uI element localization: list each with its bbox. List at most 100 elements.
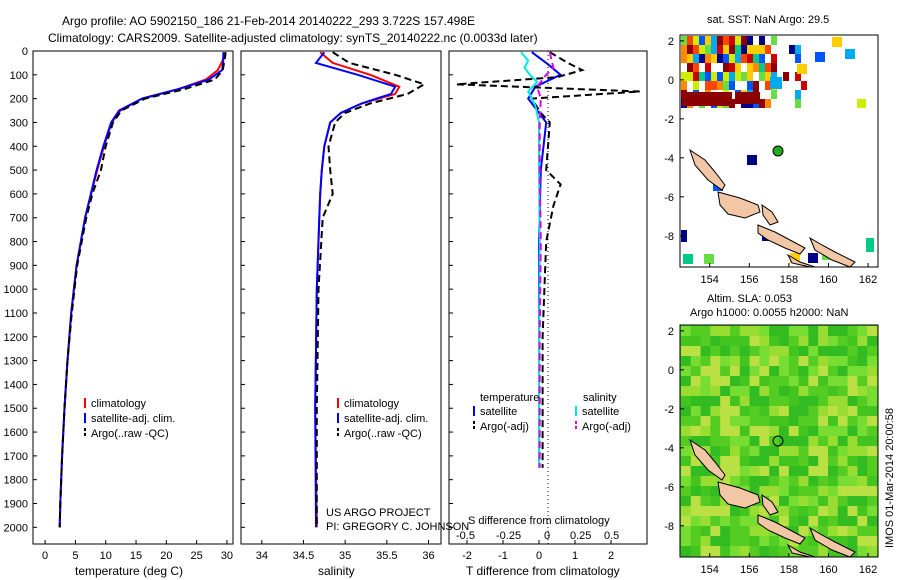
legend-climatology: climatology — [344, 398, 400, 410]
sla-cell — [681, 496, 691, 507]
sla-cell — [690, 466, 701, 477]
sla-cell — [730, 456, 740, 467]
sla-cell — [837, 476, 848, 487]
sla-cell — [788, 496, 799, 507]
sla-cell — [759, 356, 770, 367]
sst-cell — [723, 54, 729, 63]
sst-cell — [741, 36, 747, 45]
sla-cell — [690, 426, 701, 437]
sla-cell — [720, 386, 731, 397]
sla-cell — [759, 366, 770, 377]
legend-t-argo: Argo(-adj) — [480, 421, 529, 433]
sst-cell — [723, 36, 729, 45]
s-tick-3: 0 — [544, 530, 550, 542]
map-x-label: 158 — [780, 274, 798, 286]
sla-cell — [759, 336, 770, 347]
sst-cell — [729, 81, 735, 90]
sst-cell — [705, 72, 711, 81]
land-shape — [808, 236, 856, 268]
sla-cell — [739, 356, 750, 367]
sla-cell — [808, 456, 819, 467]
map-y-label: 0 — [668, 365, 674, 377]
sla-cell — [818, 456, 829, 467]
sla-cell — [739, 516, 750, 527]
legend-s-argo: Argo(-adj) — [582, 421, 631, 433]
sla-cell — [828, 446, 838, 457]
sla-cell — [730, 346, 740, 357]
sla-cell — [779, 406, 789, 417]
map-y-label: -8 — [664, 521, 674, 533]
sla-cell — [749, 506, 760, 517]
sla-cell — [739, 386, 750, 397]
sla-cell — [828, 426, 838, 437]
x-tick-label: -1 — [498, 550, 508, 562]
sst-cell — [759, 54, 765, 63]
sla-cell — [720, 526, 731, 537]
sla-cell — [710, 536, 721, 547]
sla-cell — [681, 386, 691, 397]
sst-cell — [765, 63, 771, 72]
sst-cell — [705, 54, 711, 63]
sla-cell — [847, 496, 858, 507]
sla-cell — [808, 496, 819, 507]
sla-cell — [739, 376, 750, 387]
depth-tick-label: 1300 — [4, 356, 28, 368]
sla-cell — [710, 396, 721, 407]
sla-cell — [681, 426, 691, 437]
sla-cell — [808, 436, 819, 447]
sla-cell — [788, 346, 799, 357]
map-x-label: 160 — [819, 274, 837, 286]
sst-cell — [795, 72, 801, 81]
sla-cell — [759, 526, 770, 537]
depth-tick-label: 600 — [10, 189, 28, 201]
sla-cell — [769, 426, 780, 437]
sla-cell — [749, 396, 760, 407]
sla-cell — [700, 326, 711, 337]
sla-cell — [788, 386, 799, 397]
sla-cell — [837, 416, 848, 427]
depth-tick-label: 1700 — [4, 451, 28, 463]
sla-cell — [788, 476, 799, 487]
sla-cell — [818, 426, 829, 437]
sla-cell — [847, 396, 858, 407]
sst-cell — [699, 36, 705, 45]
sst-cell — [770, 77, 782, 89]
series-line — [314, 51, 397, 528]
sla-cell — [720, 406, 731, 417]
sst-cell — [753, 54, 759, 63]
sst-cell — [693, 45, 699, 54]
sst-cell — [747, 36, 753, 45]
sla-cell — [867, 506, 878, 517]
sla-cell — [720, 536, 731, 547]
sla-cell — [700, 526, 711, 537]
sla-cell — [798, 436, 809, 447]
sla-cell — [847, 506, 858, 517]
sla-cell — [779, 496, 789, 507]
x-tick-label: 25 — [191, 550, 203, 562]
sla-cell — [828, 416, 838, 427]
sst-cell — [723, 72, 729, 81]
sla-cell — [788, 396, 799, 407]
sla-cell — [847, 416, 858, 427]
sla-cell — [730, 476, 740, 487]
sla-cell — [730, 326, 740, 337]
depth-tick-label: 300 — [10, 117, 28, 129]
sla-cell — [867, 386, 878, 397]
sla-cell — [867, 426, 878, 437]
sla-cell — [759, 346, 770, 357]
sla-cell — [867, 496, 878, 507]
sla-cell — [808, 356, 819, 367]
sla-cell — [847, 346, 858, 357]
sla-cell — [710, 446, 721, 457]
map-x-label: 162 — [859, 274, 877, 286]
sla-cell — [798, 346, 809, 357]
sla-cell — [857, 536, 868, 547]
sla-cell — [847, 406, 858, 417]
sla-cell — [818, 446, 829, 457]
sla-cell — [788, 376, 799, 387]
sla-cell — [769, 476, 780, 487]
sla-cell — [730, 356, 740, 367]
sla-cell — [749, 446, 760, 457]
sla-cell — [720, 546, 731, 557]
sst-cell — [747, 155, 757, 165]
